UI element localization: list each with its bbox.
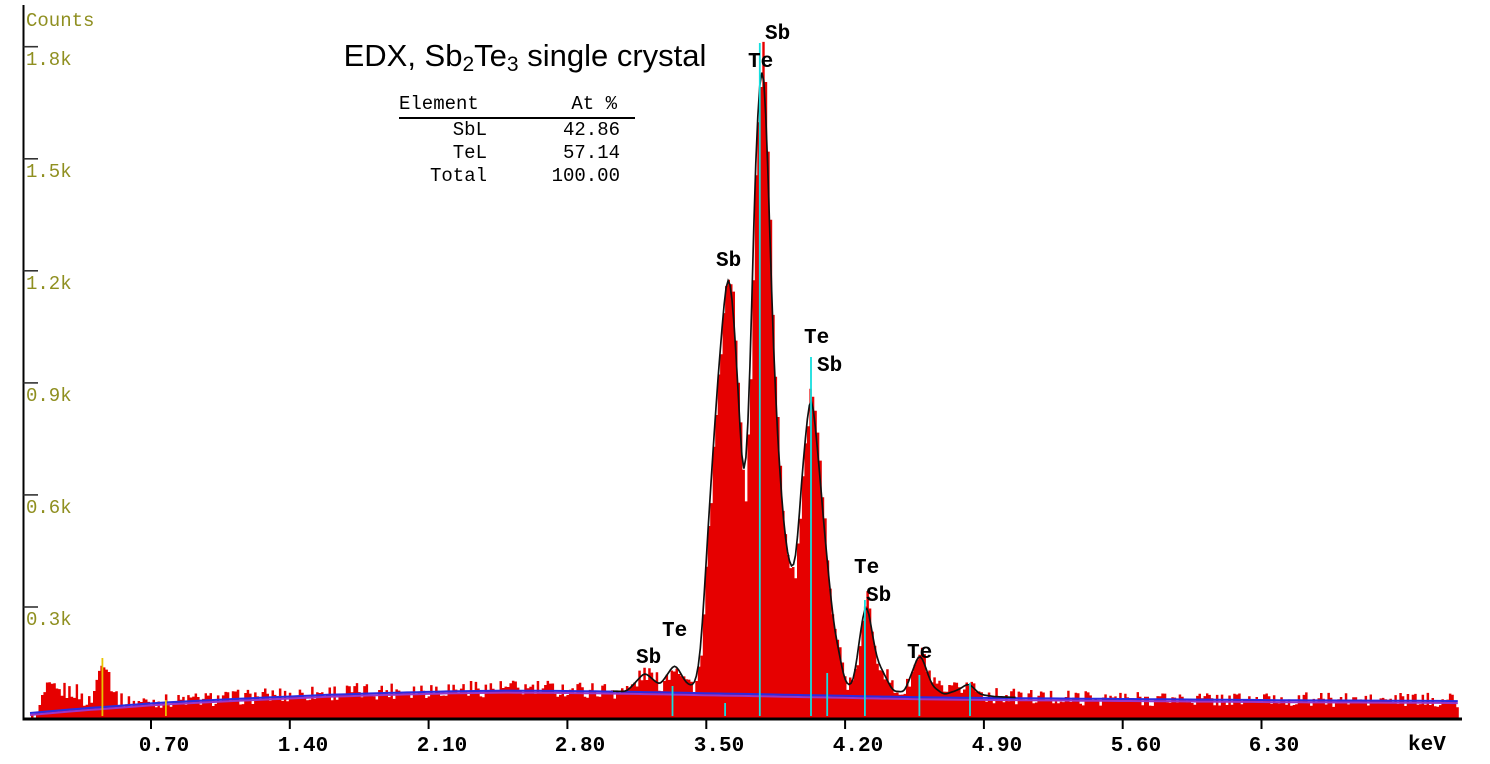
quant-element-cell: SbL — [452, 119, 487, 141]
x-tick-label: 4.90 — [971, 735, 1023, 758]
x-tick-label: 5.60 — [1110, 735, 1162, 758]
peak-label-te: Te — [804, 327, 830, 350]
x-tick-label: 4.20 — [832, 735, 884, 758]
title-text: EDX, Sb — [343, 38, 463, 73]
quant-header-atpct: At % — [571, 93, 617, 115]
quant-header-element: Element — [399, 93, 479, 115]
quant-element-cell: Total — [429, 165, 487, 187]
y-tick-label: 0.3k — [26, 609, 72, 631]
quant-table-header: Element At % — [399, 93, 635, 119]
y-axis-title: Counts — [26, 10, 95, 32]
x-tick-label: 3.50 — [693, 735, 745, 758]
peak-label-sb: Sb — [817, 355, 843, 378]
chart-title: EDX, Sb2Te3 single crystal — [318, 38, 732, 76]
title-text: single crystal — [518, 38, 707, 73]
title-subscript: 3 — [506, 53, 519, 76]
title-text: Te — [474, 38, 507, 73]
peak-label-te: Te — [907, 642, 933, 665]
y-tick-label: 1.8k — [26, 49, 72, 71]
peak-label-sb: Sb — [866, 585, 892, 608]
quant-table-body: SbL 42.86 TeL 57.14 Total 100.00 — [399, 119, 635, 188]
quant-atpct-cell: 57.14 — [562, 142, 620, 164]
y-tick-label: 0.6k — [26, 497, 72, 519]
quant-element-cell: TeL — [452, 142, 487, 164]
peak-label-te: Te — [854, 557, 880, 580]
peak-label-sb: Sb — [716, 250, 742, 273]
quant-atpct-cell: 42.86 — [562, 119, 620, 141]
quant-table-row: TeL 57.14 — [399, 142, 635, 165]
quant-table-row: SbL 42.86 — [399, 119, 635, 142]
x-tick-label: 0.70 — [138, 735, 190, 758]
x-tick-label: 2.80 — [554, 735, 606, 758]
peak-label-sb: Sb — [765, 23, 791, 46]
quant-table-row: Total 100.00 — [399, 165, 635, 188]
quantification-table: Element At % SbL 42.86 TeL 57.14 Total 100.00 — [399, 93, 635, 188]
x-tick-label: 1.40 — [277, 735, 329, 758]
y-tick-label: 0.9k — [26, 385, 72, 407]
title-subscript: 2 — [462, 53, 475, 76]
quant-atpct-cell: 100.00 — [551, 165, 620, 187]
x-tick-label: 2.10 — [416, 735, 468, 758]
x-axis-unit: keV — [1408, 734, 1446, 757]
y-tick-label: 1.5k — [26, 161, 72, 183]
y-tick-label: 1.2k — [26, 273, 72, 295]
peak-label-te: Te — [748, 51, 774, 74]
peak-label-sb: Sb — [636, 647, 662, 670]
peak-label-te: Te — [662, 620, 688, 643]
x-tick-label: 6.30 — [1248, 735, 1300, 758]
